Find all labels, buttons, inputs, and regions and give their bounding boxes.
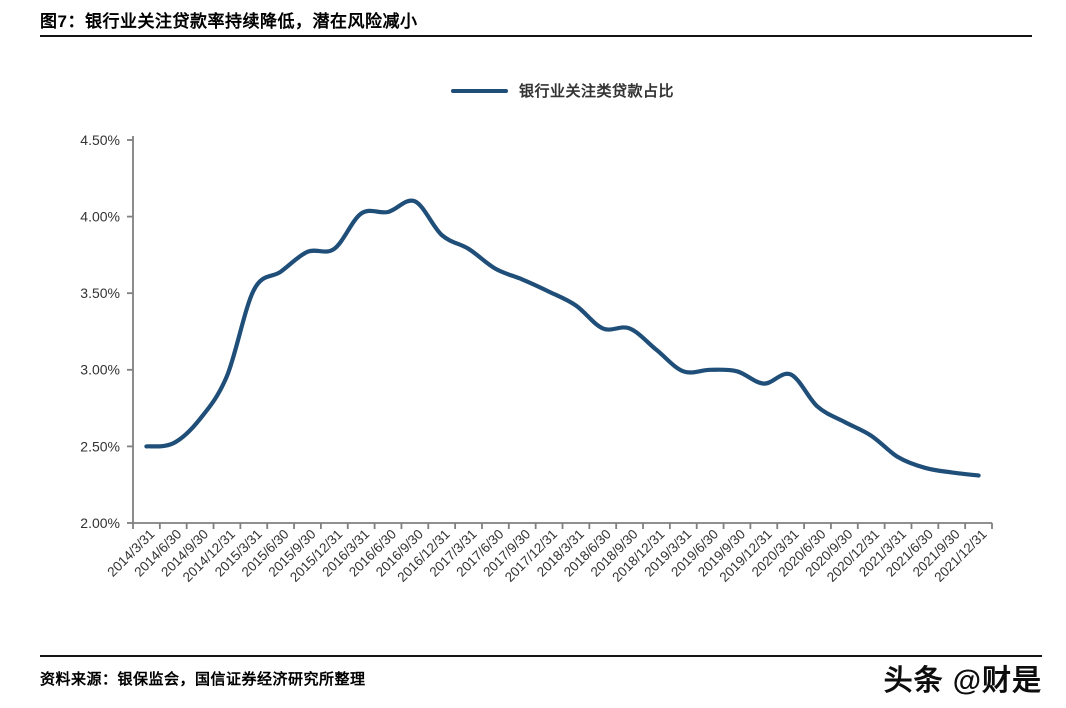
watermark-logo: 头条 @财是	[883, 665, 1042, 697]
y-axis-ticks: 2.00% 2.50% 3.00% 3.50% 4.00% 4.50%	[80, 132, 133, 531]
chart-legend: 银行业关注类贷款占比	[133, 80, 992, 101]
series-line	[144, 198, 981, 478]
y-tick-label: 3.00%	[80, 362, 120, 378]
x-axis-ticks	[132, 523, 993, 529]
x-tick-labels: 2014/3/312014/6/302014/9/302014/12/31201…	[104, 527, 989, 585]
y-tick-label: 2.00%	[80, 515, 120, 531]
y-tick-label: 4.50%	[80, 132, 120, 148]
y-tick-label: 2.50%	[80, 438, 120, 454]
legend-label: 银行业关注类贷款占比	[518, 83, 674, 100]
source-note: 资料来源：银保监会，国信证券经济研究所整理	[40, 671, 366, 688]
footer-divider	[40, 655, 1042, 657]
y-tick-label: 4.00%	[80, 209, 120, 225]
y-tick-label: 3.50%	[80, 285, 120, 301]
legend-line-icon	[450, 88, 508, 93]
page-title: 图7：银行业关注贷款率持续降低，潜在风险减小	[40, 12, 418, 31]
title-divider	[40, 35, 1032, 37]
axes	[132, 136, 992, 524]
